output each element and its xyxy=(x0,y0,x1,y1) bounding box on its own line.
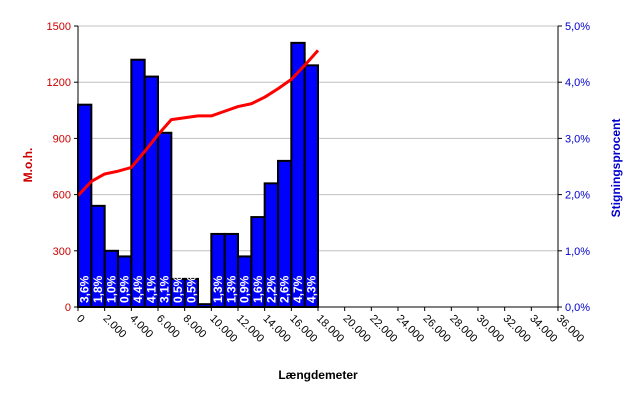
bar-label: 2,2% xyxy=(264,275,278,303)
tick-label: 2,0% xyxy=(565,190,590,202)
tick-label: 0,0% xyxy=(565,302,590,314)
right-axis-title: Stigningsprocent xyxy=(609,119,623,218)
tick-label: 30.000 xyxy=(474,313,506,345)
bar-label: 0,9% xyxy=(118,275,132,303)
tick-label: 0 xyxy=(74,313,87,326)
bar-label: 4,3% xyxy=(304,275,318,303)
right-axis-ticks: 0,0% 1,0% 2,0% 3,0% 4,0% 5,0% xyxy=(558,21,590,314)
tick-label: 0 xyxy=(65,302,71,314)
tick-label: 4,0% xyxy=(565,77,590,89)
tick-label: 8.000 xyxy=(181,313,209,341)
bar xyxy=(130,58,146,308)
tick-label: 3,0% xyxy=(565,133,590,145)
x-axis-title: Længdemeter xyxy=(278,368,358,382)
tick-label: 12.000 xyxy=(234,313,266,345)
left-axis-ticks: 0 300 600 900 1200 1500 xyxy=(47,21,78,314)
tick-label: 4.000 xyxy=(127,313,155,341)
bar-label: 0,5% xyxy=(171,275,185,303)
bar-label: 0,9% xyxy=(238,275,252,303)
tick-label: 5,0% xyxy=(565,21,590,33)
tick-label: 600 xyxy=(53,190,71,202)
left-axis-title: M.o.h. xyxy=(21,148,35,183)
tick-label: 10.000 xyxy=(207,313,239,345)
tick-label: 900 xyxy=(53,133,71,145)
tick-label: 16.000 xyxy=(287,313,319,345)
tick-label: 26.000 xyxy=(421,313,453,345)
bar-label: 1,6% xyxy=(251,275,265,303)
bar xyxy=(143,75,160,308)
line-series xyxy=(76,49,320,197)
x-axis-ticks: 0 2.0004.0006.0008.00010.00012.00014.0001… xyxy=(74,307,586,345)
tick-label: 6.000 xyxy=(154,313,182,341)
tick-label: 1,0% xyxy=(565,246,590,258)
bar-label: 1,0% xyxy=(104,275,118,303)
bar-label: 2,6% xyxy=(278,275,292,303)
bar-label: 0,5% xyxy=(184,275,198,303)
bar-label: 4,4% xyxy=(131,275,145,303)
tick-label: 32.000 xyxy=(501,313,533,345)
bar xyxy=(290,41,306,309)
tick-label: 36.000 xyxy=(554,313,586,345)
bar-labels: 3,6% 1,8% 1,0% 0,9% 4,4% 4,1% 3,1% 0,5% 0,5% 1,3%… xyxy=(78,275,319,303)
tick-label: 2.000 xyxy=(101,313,129,341)
bar-label: 4,1% xyxy=(144,275,158,303)
bar-label: 4,7% xyxy=(291,275,305,303)
tick-label: 22.000 xyxy=(367,313,399,345)
bar-label: 1,3% xyxy=(224,275,238,303)
elevation-line xyxy=(76,49,320,197)
tick-label: 28.000 xyxy=(447,313,479,345)
bar-label: 1,3% xyxy=(211,275,225,303)
tick-label: 18.000 xyxy=(314,313,346,345)
tick-label: 300 xyxy=(53,246,71,258)
tick-label: 14.000 xyxy=(261,313,293,345)
bar-label: 3,6% xyxy=(78,275,92,303)
tick-label: 1200 xyxy=(47,77,71,89)
tick-label: 1500 xyxy=(47,21,71,33)
tick-label: 34.000 xyxy=(527,313,559,345)
bar-label: 1,8% xyxy=(91,275,105,303)
tick-label: 20.000 xyxy=(341,313,373,345)
bar xyxy=(303,64,319,308)
bar-label: 3,1% xyxy=(158,275,172,303)
tick-label: 24.000 xyxy=(394,313,426,345)
